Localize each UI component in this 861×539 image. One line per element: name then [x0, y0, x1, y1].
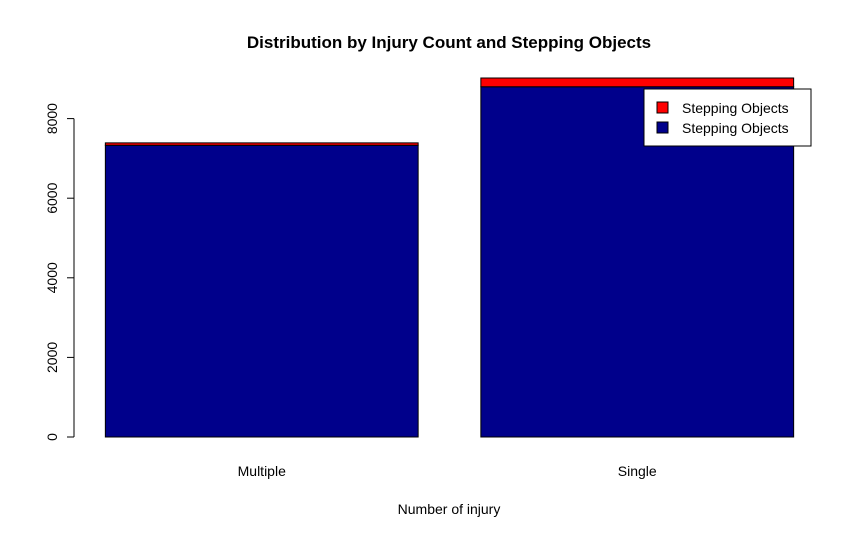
bars — [104, 77, 795, 438]
bar-multiple-series-0 — [104, 144, 419, 438]
legend-swatch — [656, 121, 669, 134]
y-tick-label: 2000 — [44, 342, 60, 373]
x-axis-label: Number of injury — [398, 501, 501, 517]
legend-label: Stepping Objects — [682, 120, 789, 136]
legend-box — [643, 88, 812, 147]
y-tick-label: 0 — [44, 433, 60, 441]
legend-swatch — [656, 101, 669, 114]
bar-single-series-1 — [480, 77, 795, 88]
bar-multiple-series-1 — [104, 142, 419, 146]
y-tick-label: 4000 — [44, 262, 60, 293]
y-tick-label: 6000 — [44, 182, 60, 213]
x-tick-label: Single — [618, 463, 657, 479]
legend: Stepping Objects Stepping Objects — [643, 88, 812, 147]
y-axis: 0 2000 4000 6000 8000 — [44, 103, 75, 441]
y-tick-label: 8000 — [44, 103, 60, 134]
x-tick-label: Multiple — [238, 463, 286, 479]
chart-title: Distribution by Injury Count and Steppin… — [247, 33, 651, 52]
x-axis-tick-labels: Multiple Single — [238, 463, 657, 479]
legend-label: Stepping Objects — [682, 100, 789, 116]
